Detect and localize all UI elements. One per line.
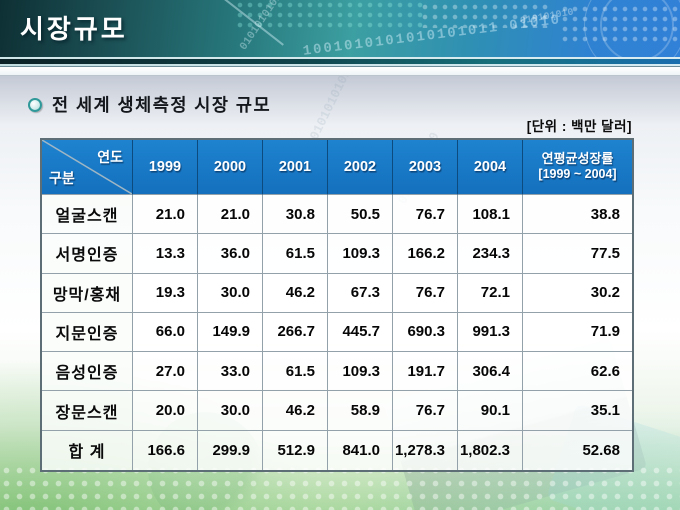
table-cell: 13.3 [133,234,198,274]
table-cell: 166.2 [393,234,458,274]
table-cell: 512.9 [263,430,328,470]
subtitle-text: 전 세계 생체측정 시장 규모 [52,95,272,115]
table-cell: 306.4 [458,352,523,392]
table-cell: 21.0 [133,195,198,235]
growth-header-line1: 연평균성장률 [541,151,614,167]
year-header-1999: 1999 [133,140,198,195]
table-cell: 46.2 [263,273,328,313]
table-cell: 30.8 [263,195,328,235]
corner-label-category: 구분 [49,170,75,186]
table-cell: 66.0 [133,312,198,353]
growth-header-line2: [1999 ~ 2004] [538,167,617,182]
row-label-palm-scan: 장문스캔 [42,391,133,431]
row-label-fingerprint: 지문인증 [42,312,133,353]
dot-pattern [235,0,425,30]
table-cell: 30.2 [523,273,632,313]
table-cell: 109.3 [328,234,393,274]
table-cell: 20.0 [133,391,198,431]
table-cell: 299.9 [198,430,263,470]
year-header-2003: 2003 [393,140,458,195]
table-cell: 445.7 [328,312,393,353]
row-label-face-scan: 얼굴스캔 [42,195,133,235]
subtitle: 전 세계 생체측정 시장 규모 [28,92,271,117]
table-cell: 77.5 [523,234,632,274]
table-cell: 19.3 [133,273,198,313]
table-cell: 76.7 [393,391,458,431]
table-cell: 1,802.3 [458,430,523,470]
divider-stripe [0,67,680,76]
table-cell: 991.3 [458,312,523,353]
table-cell: 30.0 [198,391,263,431]
table-cell: 234.3 [458,234,523,274]
table-cell: 21.0 [198,195,263,235]
divider-stripe [0,66,680,67]
growth-header: 연평균성장률 [1999 ~ 2004] [523,140,632,195]
table-cell: 72.1 [458,273,523,313]
diagonal-line [196,0,284,46]
table-cell: 52.68 [523,430,632,470]
row-label-signature: 서명인증 [42,234,133,274]
table-cell: 109.3 [328,352,393,392]
year-header-2004: 2004 [458,140,523,195]
table-cell: 30.0 [198,273,263,313]
table-cell: 1,278.3 [393,430,458,470]
year-header-2002: 2002 [328,140,393,195]
table-cell: 27.0 [133,352,198,392]
table-cell: 191.7 [393,352,458,392]
table-cell: 71.9 [523,312,632,353]
row-label-total: 합 계 [42,430,133,470]
market-table: 연도 구분 1999 2000 2001 2002 2003 2004 연평균성… [40,138,634,472]
table-cell: 46.2 [263,391,328,431]
corner-cell: 연도 구분 [42,140,133,195]
year-header-2000: 2000 [198,140,263,195]
table-cell: 58.9 [328,391,393,431]
table-cell: 149.9 [198,312,263,353]
binary-texture: 010101010 [519,7,575,28]
year-header-2001: 2001 [263,140,328,195]
row-label-retina-iris: 망막/홍채 [42,273,133,313]
title-banner: 1001010101010101011 01010 0101010101 010… [0,0,680,76]
table-cell: 76.7 [393,273,458,313]
table-cell: 61.5 [263,352,328,392]
binary-texture: 1001010101010101011 01010 [301,12,563,60]
table-cell: 690.3 [393,312,458,353]
table-cell: 36.0 [198,234,263,274]
table-cell: 50.5 [328,195,393,235]
unit-label: [단위 : 백만 달러] [526,119,632,134]
divider-stripe [0,64,680,66]
table-cell: 76.7 [393,195,458,235]
page-title: 시장규모 [20,14,128,44]
table-cell: 61.5 [263,234,328,274]
table-cell: 108.1 [458,195,523,235]
table-cell: 38.8 [523,195,632,235]
bullet-icon [28,97,42,112]
table-cell: 33.0 [198,352,263,392]
table-cell: 90.1 [458,391,523,431]
diagonal-divider [42,140,132,194]
dot-pattern [420,2,550,28]
table-cell: 841.0 [328,430,393,470]
table-cell: 266.7 [263,312,328,353]
divider-stripe [0,59,680,64]
row-label-voice: 음성인증 [42,352,133,392]
table-cell: 62.6 [523,352,632,392]
table-cell: 67.3 [328,273,393,313]
table-cell: 35.1 [523,391,632,431]
divider-stripe [0,57,680,59]
corner-label-year: 연도 [97,149,123,165]
table-cell: 166.6 [133,430,198,470]
